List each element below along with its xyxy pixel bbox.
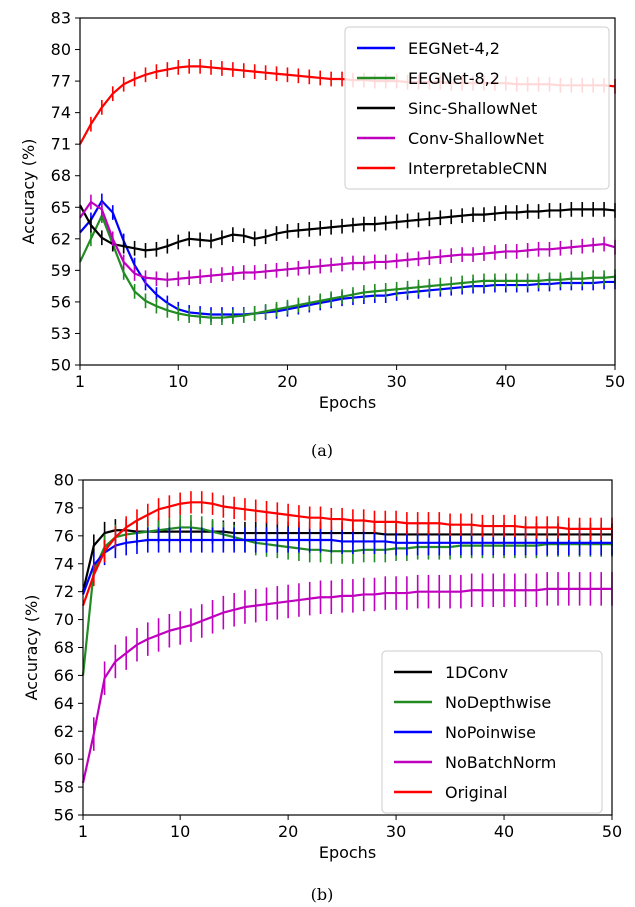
- x-tick-label: 50: [605, 372, 625, 391]
- legend-label-eegnet-4-2: EEGNet-4,2: [408, 39, 500, 58]
- x-axis-label: Epochs: [319, 393, 376, 412]
- legend-label-nobatchnorm: NoBatchNorm: [445, 753, 556, 772]
- y-tick-label: 62: [54, 722, 74, 741]
- x-tick-label: 20: [278, 822, 298, 841]
- y-tick-label: 53: [51, 324, 71, 343]
- chart-b: 1 10 20 30 40 50 56 58 60 62 64 66 68 70 72 74 76 78 80 Epo…: [22, 471, 622, 863]
- legend-box: [344, 26, 610, 190]
- y-tick-label: 66: [54, 666, 74, 685]
- y-axis-label: Accuracy (%): [19, 139, 38, 245]
- x-tick-label: 10: [170, 822, 190, 841]
- legend-label-nopoinwise: NoPoinwise: [445, 723, 536, 742]
- y-tick-label: 56: [51, 292, 71, 311]
- series-nopoinwise: [81, 527, 613, 595]
- legend-label-sinc-shallownet: Sinc-ShallowNet: [408, 99, 537, 118]
- x-tick-label: 10: [168, 372, 188, 391]
- x-tick-label: 1: [78, 822, 88, 841]
- y-tick-label: 68: [54, 638, 74, 657]
- y-tick-label: 83: [51, 9, 71, 28]
- x-axis-label: Epochs: [319, 843, 376, 862]
- series-line-conv-shallownet: [79, 200, 616, 281]
- caption-a: (a): [311, 441, 333, 460]
- series-conv-shallownet: [79, 194, 616, 288]
- legend: EEGNet-4,2 EEGNet-8,2 Sinc-ShallowNet Conv-…: [344, 26, 610, 190]
- series-line-eegnet-8-2: [79, 214, 616, 319]
- legend-label-nodepthwise: NoDepthwise: [445, 693, 551, 712]
- y-tick-label: 58: [54, 778, 74, 797]
- y-tick-label: 68: [51, 166, 71, 185]
- series-line-nopoinwise: [81, 538, 612, 595]
- series-line-sinc-shallownet: [79, 204, 616, 252]
- y-tick-label: 56: [54, 806, 74, 825]
- y-tick-label: 65: [51, 198, 71, 217]
- x-tick-label: 50: [602, 822, 622, 841]
- legend-label-original: Original: [445, 783, 508, 802]
- y-tick-label: 50: [51, 356, 71, 375]
- y-tick-label: 77: [51, 72, 71, 91]
- chart-a: 1 10 20 30 40 50 50 53 56 59 62 65 68 71 74 77 80 83 Epoch…: [19, 9, 625, 413]
- legend: 1DConv NoDepthwise NoPoinwise NoBatchNorm Or…: [381, 650, 603, 814]
- y-tick-label: 59: [51, 261, 71, 280]
- legend-label-1dconv: 1DConv: [445, 663, 508, 682]
- series-line-original: [81, 501, 612, 606]
- x-tick-label: 20: [277, 372, 297, 391]
- series-line-nobatchnorm: [81, 587, 612, 784]
- y-tick-label: 70: [54, 610, 74, 629]
- y-tick-label: 80: [51, 40, 71, 59]
- y-tick-label: 76: [54, 526, 74, 545]
- x-tick-label: 30: [386, 822, 406, 841]
- legend-label-interpretablecnn: InterpretableCNN: [408, 159, 547, 178]
- series-nobatchnorm: [81, 572, 613, 784]
- caption-b: (b): [311, 885, 334, 904]
- x-tick-label: 1: [75, 372, 85, 391]
- y-tick-label: 80: [54, 471, 74, 490]
- series-line-nodepthwise: [81, 526, 612, 676]
- series-line-eegnet-4-2: [79, 199, 615, 316]
- y-tick-label: 72: [54, 582, 74, 601]
- x-tick-label: 30: [386, 372, 406, 391]
- y-tick-label: 78: [54, 498, 74, 517]
- y-tick-label: 74: [54, 554, 74, 573]
- y-axis-label: Accuracy (%): [22, 595, 41, 701]
- y-tick-label: 71: [51, 135, 71, 154]
- legend-box: [381, 650, 603, 814]
- y-tick-label: 74: [51, 103, 71, 122]
- series-eegnet-4-2: [79, 193, 616, 322]
- series-eegnet-8-2: [79, 208, 616, 326]
- y-tick-label: 62: [51, 229, 71, 248]
- plot-frame: [79, 17, 616, 366]
- series-original: [81, 491, 613, 606]
- y-tick-label: 64: [54, 694, 74, 713]
- legend-label-conv-shallownet: Conv-ShallowNet: [408, 129, 544, 148]
- legend-label-eegnet-8-2: EEGNet-8,2: [408, 69, 500, 88]
- y-tick-label: 60: [54, 750, 74, 769]
- x-tick-label: 40: [494, 822, 514, 841]
- x-tick-label: 40: [496, 372, 516, 391]
- series-line-1dconv: [81, 529, 612, 592]
